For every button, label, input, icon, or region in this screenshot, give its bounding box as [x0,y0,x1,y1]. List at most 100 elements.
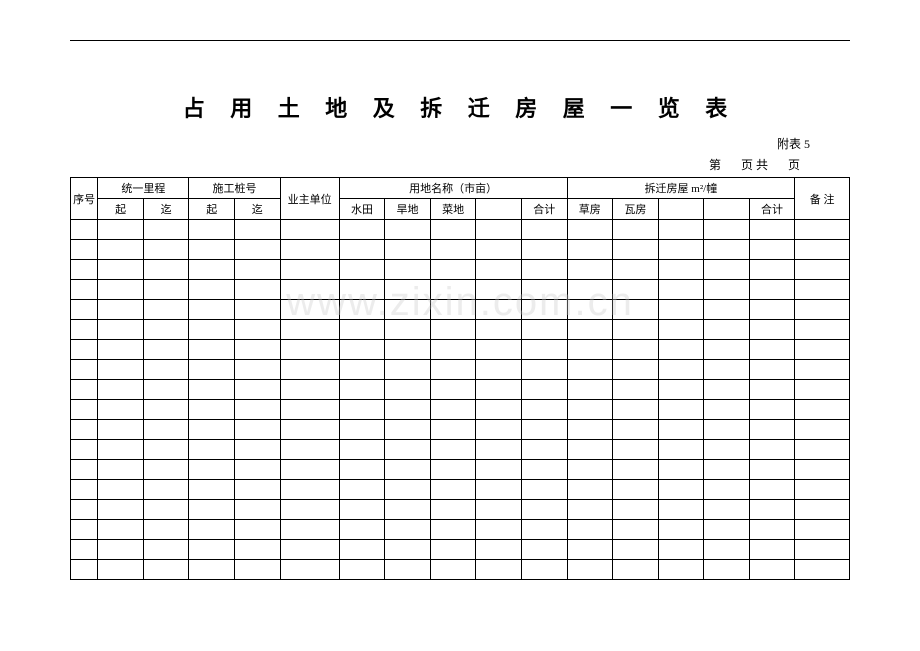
table-cell [521,400,567,420]
table-cell [98,220,144,240]
table-cell [795,440,850,460]
table-cell [71,240,98,260]
table-cell [704,540,750,560]
table-cell [430,340,476,360]
table-cell [280,260,339,280]
header-pile: 施工桩号 [189,178,280,199]
header-land-group: 用地名称（市亩） [339,178,567,199]
table-cell [749,560,795,580]
table-cell [385,340,431,360]
table-row [71,240,850,260]
table-cell [71,540,98,560]
table-cell [385,500,431,520]
table-cell [143,420,189,440]
appendix-label-row: 附表 5 [70,135,850,152]
table-cell [280,300,339,320]
table-cell [98,400,144,420]
table-row [71,340,850,360]
table-cell [658,500,704,520]
table-cell [658,440,704,460]
table-cell [567,300,613,320]
table-cell [476,500,522,520]
table-cell [143,320,189,340]
table-cell [749,400,795,420]
table-cell [71,440,98,460]
header-mileage-end: 迄 [143,199,189,220]
table-cell [430,300,476,320]
table-row [71,540,850,560]
table-cell [795,280,850,300]
table-cell [658,540,704,560]
table-cell [98,240,144,260]
table-cell [189,520,235,540]
table-cell [658,400,704,420]
table-cell [430,440,476,460]
table-cell [795,220,850,240]
table-cell [795,460,850,480]
header-land-dry: 旱地 [385,199,431,220]
table-cell [613,220,659,240]
table-cell [567,220,613,240]
table-cell [143,280,189,300]
table-cell [385,560,431,580]
table-cell [795,560,850,580]
table-cell [143,300,189,320]
header-land-blank [476,199,522,220]
header-house-total: 合计 [749,199,795,220]
table-cell [71,400,98,420]
table-cell [98,440,144,460]
table-cell [143,400,189,420]
table-cell [567,500,613,520]
table-cell [98,360,144,380]
table-cell [704,260,750,280]
appendix-label: 附表 5 [777,135,810,152]
table-cell [795,420,850,440]
table-cell [98,500,144,520]
table-cell [234,260,280,280]
table-row [71,480,850,500]
table-cell [613,500,659,520]
table-row [71,380,850,400]
table-cell [521,240,567,260]
table-cell [280,380,339,400]
table-cell [749,260,795,280]
table-cell [567,440,613,460]
table-cell [280,520,339,540]
header-owner: 业主单位 [280,178,339,220]
table-cell [98,540,144,560]
table-cell [430,280,476,300]
table-cell [795,320,850,340]
table-cell [189,560,235,580]
table-cell [704,300,750,320]
table-cell [385,380,431,400]
table-cell [795,480,850,500]
table-cell [521,540,567,560]
table-cell [567,380,613,400]
header-mileage-start: 起 [98,199,144,220]
table-row [71,440,850,460]
table-cell [280,400,339,420]
table-cell [339,520,385,540]
table-cell [749,300,795,320]
table-row [71,280,850,300]
table-cell [385,320,431,340]
table-cell [476,320,522,340]
table-cell [71,480,98,500]
table-cell [98,260,144,280]
table-cell [749,360,795,380]
header-house-group: 拆迁房屋 m²/幢 [567,178,795,199]
table-cell [476,520,522,540]
table-cell [71,360,98,380]
table-cell [476,560,522,580]
table-cell [339,340,385,360]
table-cell [189,420,235,440]
table-cell [71,260,98,280]
table-cell [234,540,280,560]
table-cell [189,460,235,480]
table-cell [795,400,850,420]
table-cell [98,480,144,500]
table-cell [143,340,189,360]
table-cell [658,560,704,580]
header-pile-end: 迄 [234,199,280,220]
table-cell [98,560,144,580]
